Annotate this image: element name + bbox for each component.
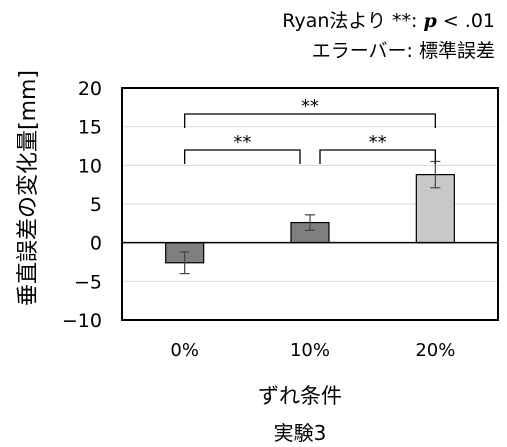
chart-title: 実験3: [273, 421, 327, 445]
significance-brackets: ** ** **: [184, 96, 436, 164]
significance-bracket: [184, 149, 301, 164]
y-tick-label: 15: [78, 117, 102, 139]
plot-frame: [121, 87, 499, 321]
significance-label: **: [301, 96, 319, 117]
error-bars: [179, 160, 441, 275]
p-suffix: < .01: [436, 10, 495, 32]
x-tick-label: 10%: [290, 340, 330, 361]
y-tick-label: 20: [78, 78, 102, 100]
y-tick-labels: 20 15 10 5 0 −5 −10: [62, 78, 102, 332]
significance-method-note: Ryan法より **: p < .01: [282, 6, 495, 33]
y-tick-label: −10: [62, 310, 102, 332]
error-bar: [305, 214, 315, 231]
y-tick-label: 10: [78, 155, 102, 177]
significance-bracket: [319, 149, 436, 164]
x-axis-label: ずれ条件: [258, 384, 342, 408]
method-prefix: Ryan法より **:: [282, 10, 424, 32]
significance-bracket: [184, 113, 436, 128]
errorbar-note: エラーバー: 標準誤差: [311, 40, 495, 62]
y-tick-label: 0: [90, 233, 102, 255]
y-tick-label: 5: [90, 194, 102, 216]
p-symbol: p: [423, 10, 437, 32]
x-tick-label: 20%: [415, 340, 455, 361]
x-tick-label: 0%: [170, 340, 199, 361]
significance-label: **: [233, 132, 251, 153]
significance-label: **: [369, 132, 387, 153]
x-tick-labels: 0% 10% 20%: [170, 340, 455, 361]
y-tick-label: −5: [74, 271, 102, 293]
error-bar: [179, 251, 190, 275]
